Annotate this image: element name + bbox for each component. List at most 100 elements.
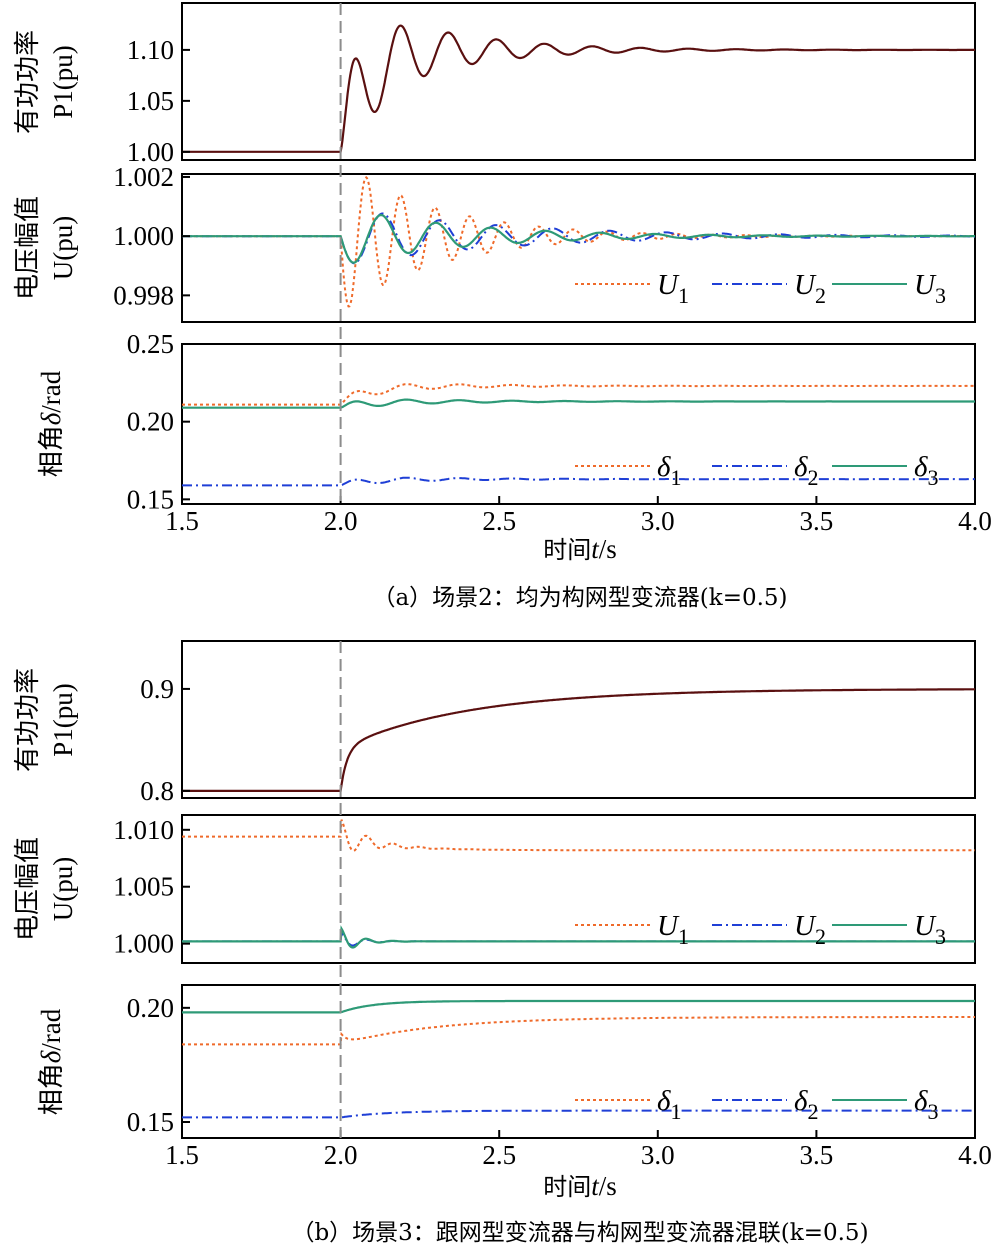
legend-label: δ1: [657, 1085, 681, 1124]
ylabel-chinese: 电压幅值: [13, 196, 43, 300]
series-δ2: [182, 476, 975, 487]
plot-frame: [181, 343, 976, 505]
ylabel-math: U(pu): [48, 216, 78, 280]
legend-label: U1: [657, 910, 689, 949]
ytick-label: 0.8: [140, 776, 174, 806]
panel-a: 1.00 1.05 1.10 有功功率 P1(pu) 0.998 1.000 1.002…: [13, 2, 992, 611]
series-δ1: [182, 383, 975, 406]
xlabel-unit: /s: [599, 534, 617, 564]
series-layer: [182, 688, 975, 792]
ytick-label: 1.00: [127, 137, 174, 167]
xlabel-prefix: 时间: [543, 536, 591, 564]
ylabel-math: 相角δ/rad: [36, 370, 67, 477]
series-δ3: [182, 398, 975, 409]
legend-label: δ2: [794, 451, 818, 490]
ylabel-math: U(pu): [48, 857, 78, 921]
subplot-b-angle: 0.15 0.20 δ1 δ2 δ3 1.5 2.0 2.5 3.0 3.5 4.0 相角δ/r…: [36, 984, 992, 1170]
subplot-a-power: 1.00 1.05 1.10 有功功率 P1(pu): [13, 2, 976, 167]
series-P1: [182, 688, 975, 792]
ytick-label: 0.9: [140, 674, 174, 704]
ytick-label: 1.10: [127, 35, 174, 65]
ylabel-chinese: 电压幅值: [13, 837, 43, 941]
xtick-label: 2.5: [482, 1140, 516, 1170]
ytick-layer: 0.15 0.20: [127, 993, 190, 1137]
plot-frame: [181, 984, 976, 1139]
legend-layer: U1 U2 U3: [575, 269, 946, 308]
series-layer: [182, 999, 975, 1119]
plot-frame: [181, 173, 976, 323]
legend-label: U3: [914, 910, 946, 949]
series-layer: [182, 176, 975, 308]
ytick-label: 1.000: [113, 929, 174, 959]
legend-layer: δ1 δ2 δ3: [575, 1085, 938, 1124]
series-U2: [182, 930, 975, 947]
ylabel-math: P1(pu): [48, 45, 78, 119]
xtick-label: 2.0: [324, 506, 358, 536]
ytick-label: 1.05: [127, 86, 174, 116]
legend-label: δ3: [914, 1085, 938, 1124]
ytick-label: 0.15: [127, 484, 174, 514]
ytick-layer: 0.998 1.000 1.002: [113, 162, 190, 310]
plot-frame: [181, 2, 976, 161]
xtick-label: 4.0: [958, 506, 992, 536]
ytick-layer: 0.8 0.9: [140, 674, 190, 806]
xlabel-prefix: 时间: [543, 1173, 591, 1201]
ylabel-math: 相角δ/rad: [36, 1008, 67, 1115]
series-layer: [182, 819, 975, 949]
legend-layer: δ1 δ2 δ3: [575, 451, 938, 490]
ytick-label: 1.005: [113, 872, 174, 902]
series-δ2: [182, 1109, 975, 1119]
legend-label: δ1: [657, 451, 681, 490]
series-δ1: [182, 1016, 975, 1046]
ytick-layer: 1.000 1.005 1.010: [113, 815, 190, 959]
xtick-label: 2.0: [324, 1140, 358, 1170]
legend-label: U1: [657, 269, 689, 308]
legend-label: U2: [794, 269, 826, 308]
ytick-label: 1.002: [113, 162, 174, 192]
ytick-layer: 1.00 1.05 1.10: [127, 35, 190, 167]
plot-frame: [181, 640, 976, 799]
ylabel-math: P1(pu): [48, 683, 78, 757]
ytick-label: 0.25: [127, 329, 174, 359]
xlabel: 时间t/s: [543, 534, 617, 564]
xtick-label: 3.5: [800, 506, 834, 536]
xtick-label: 3.0: [641, 506, 675, 536]
subplot-b-power: 0.8 0.9 有功功率 P1(pu): [13, 640, 976, 806]
xtick-layer: 1.5 2.0 2.5 3.0 3.5 4.0: [165, 1130, 992, 1170]
series-layer: [182, 24, 975, 153]
ytick-label: 0.15: [127, 1107, 174, 1137]
ytick-layer: 0.15 0.20 0.25: [127, 329, 190, 514]
xtick-label: 1.5: [165, 1140, 199, 1170]
plot-frame: [181, 814, 976, 964]
series-P1: [182, 24, 975, 153]
ytick-label: 0.20: [127, 993, 174, 1023]
ylabel-chinese: 有功功率: [13, 30, 43, 134]
xtick-layer: 1.5 2.0 2.5 3.0 3.5 4.0: [165, 496, 992, 536]
series-δ3: [182, 999, 975, 1014]
legend-label: δ3: [914, 451, 938, 490]
series-layer: [182, 383, 975, 487]
xtick-label: 3.0: [641, 1140, 675, 1170]
xtick-label: 3.5: [800, 1140, 834, 1170]
ylabel-chinese: 有功功率: [13, 668, 43, 772]
series-U1: [182, 819, 975, 852]
xlabel-unit: /s: [599, 1171, 617, 1201]
legend-label: U2: [794, 910, 826, 949]
xtick-label: 1.5: [165, 506, 199, 536]
series-U3: [182, 213, 975, 264]
subplot-a-angle: 0.15 0.20 0.25 δ1 δ2 δ3 1.5 2.0 2.5 3.0 3.5 4.0 相…: [36, 329, 992, 536]
ytick-label: 1.000: [113, 221, 174, 251]
caption-b: （b）场景3：跟网型变流器与构网型变流器混联(k=0.5): [291, 1220, 868, 1246]
caption-a: （a）场景2：均为构网型变流器(k=0.5): [372, 585, 787, 611]
series-U2: [182, 212, 975, 265]
xlabel-var: t: [591, 1171, 600, 1201]
series-U3: [182, 925, 975, 949]
legend-layer: U1 U2 U3: [575, 910, 946, 949]
xtick-label: 4.0: [958, 1140, 992, 1170]
legend-label: U3: [914, 269, 946, 308]
xlabel: 时间t/s: [543, 1171, 617, 1201]
ytick-label: 1.010: [113, 815, 174, 845]
ytick-label: 0.998: [113, 280, 174, 310]
